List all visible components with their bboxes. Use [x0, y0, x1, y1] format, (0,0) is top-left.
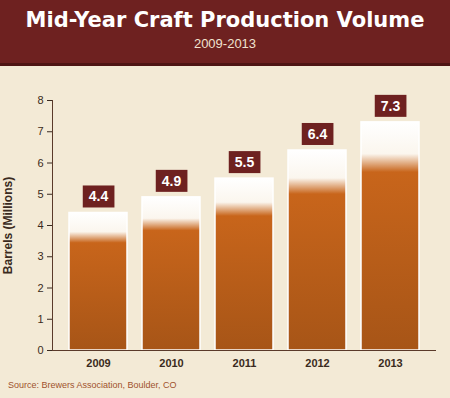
svg-text:2010: 2010 [159, 357, 183, 369]
svg-text:2011: 2011 [233, 357, 257, 369]
html-text:Source: Brewers Association, B: Source: Brewers Association, Boulder, CO [8, 380, 177, 390]
svg-text:7.3: 7.3 [381, 98, 401, 114]
svg-text:4.4: 4.4 [89, 188, 109, 204]
svg-text:5.5: 5.5 [235, 154, 255, 170]
svg-text:3: 3 [37, 250, 43, 262]
svg-text:1: 1 [37, 313, 43, 325]
svg-text:5: 5 [37, 188, 43, 200]
svg-text:Barrels (Millions): Barrels (Millions) [1, 177, 15, 274]
svg-text:2: 2 [37, 282, 43, 294]
svg-text:6.4: 6.4 [308, 126, 328, 142]
svg-text:2012: 2012 [305, 357, 329, 369]
svg-text:8: 8 [37, 94, 43, 106]
svg-text:4: 4 [37, 219, 43, 231]
html-text:2009-2013: 2009-2013 [193, 36, 257, 51]
svg-text:2013: 2013 [378, 357, 402, 369]
svg-text:7: 7 [37, 125, 43, 137]
svg-text:4.9: 4.9 [162, 173, 182, 189]
svg-text:6: 6 [37, 157, 43, 169]
svg-text:0: 0 [37, 344, 43, 356]
svg-text:2009: 2009 [86, 357, 110, 369]
html-text:Mid-Year Craft Production Volu: Mid-Year Craft Production Volume [25, 8, 425, 32]
